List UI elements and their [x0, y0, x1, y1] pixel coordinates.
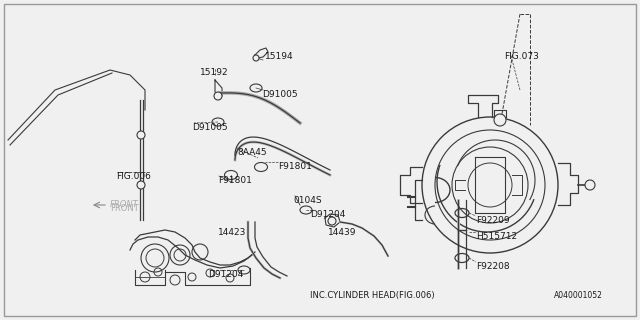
Circle shape: [137, 131, 145, 139]
Text: F92208: F92208: [476, 262, 509, 271]
Text: A040001052: A040001052: [554, 291, 603, 300]
Text: 15194: 15194: [265, 52, 294, 61]
Text: D91204: D91204: [310, 210, 346, 219]
Text: 14439: 14439: [328, 228, 356, 237]
Circle shape: [137, 181, 145, 189]
Text: 0104S: 0104S: [293, 196, 322, 205]
Text: FRONT: FRONT: [110, 204, 139, 213]
Text: D91204: D91204: [208, 270, 243, 279]
Text: INC.CYLINDER HEAD(FIG.006): INC.CYLINDER HEAD(FIG.006): [310, 291, 435, 300]
Text: F91801: F91801: [218, 176, 252, 185]
Text: 15192: 15192: [200, 68, 228, 77]
Text: D91005: D91005: [192, 123, 228, 132]
Text: FIG.073: FIG.073: [504, 52, 539, 61]
Text: H515712: H515712: [476, 232, 517, 241]
Text: FIG.006: FIG.006: [116, 172, 151, 181]
Text: F92209: F92209: [476, 216, 509, 225]
Text: F91801: F91801: [278, 162, 312, 171]
Text: D91005: D91005: [262, 90, 298, 99]
Circle shape: [253, 55, 259, 61]
Circle shape: [494, 114, 506, 126]
Text: FRONT: FRONT: [110, 200, 139, 209]
Circle shape: [328, 217, 336, 225]
Circle shape: [585, 180, 595, 190]
Circle shape: [214, 92, 222, 100]
Text: 8AA45: 8AA45: [237, 148, 267, 157]
Text: 14423: 14423: [218, 228, 246, 237]
